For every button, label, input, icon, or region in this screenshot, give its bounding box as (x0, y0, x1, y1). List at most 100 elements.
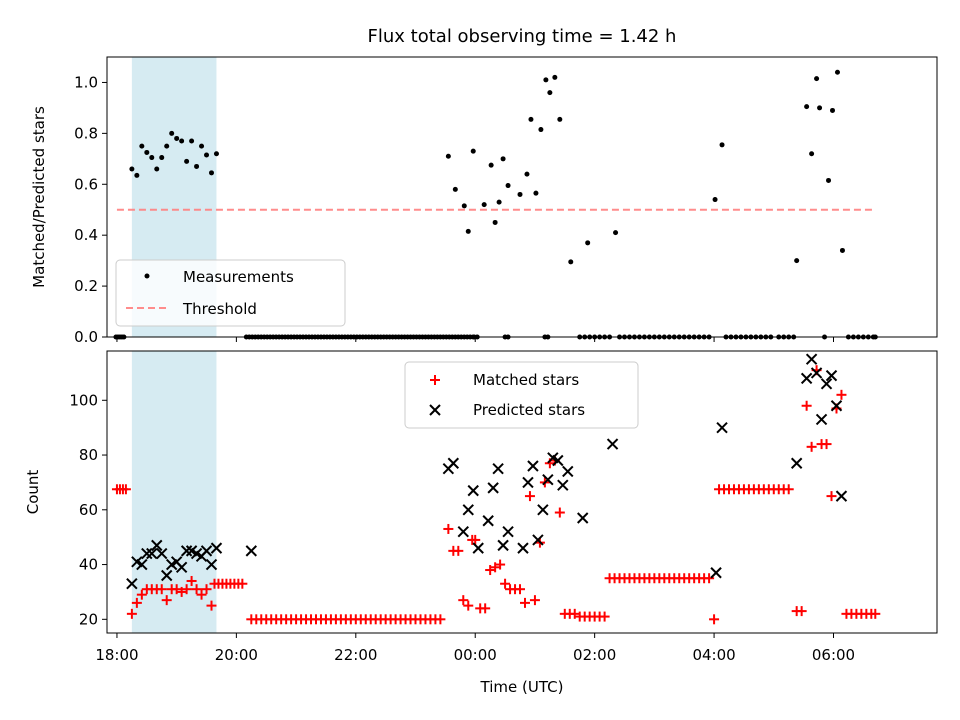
legend-measurements-label: Measurements (183, 268, 294, 286)
chart-title: Flux total observing time = 1.42 h (368, 26, 677, 47)
matched-star-point (458, 595, 469, 606)
measurement-point (585, 240, 591, 246)
measurement-point (139, 143, 145, 149)
matched-star-point (156, 584, 167, 595)
matched-star-point (796, 606, 807, 617)
matched-star-point (599, 611, 610, 622)
predicted-star-point (805, 353, 818, 365)
predicted-star-point (467, 484, 479, 497)
matched-star-point (435, 614, 446, 625)
top-legend-box (115, 259, 346, 327)
predicted-stars-points (126, 353, 848, 590)
bottom-panel: 20 40 60 80 100 18:00 20:00 22:00 00:00 02:00 04:… (24, 350, 938, 696)
top-y-axis-label: Matched/Predicted stars (30, 106, 48, 288)
legend-threshold-label: Threshold (182, 300, 257, 318)
measurement-point (517, 191, 523, 197)
measurement-point (817, 105, 823, 111)
predicted-star-point (487, 482, 499, 494)
measurement-point (481, 202, 487, 208)
measurement-point (470, 148, 476, 154)
measurement-point (154, 166, 160, 172)
matched-star-point (131, 597, 142, 608)
measurement-point (505, 183, 511, 189)
measurement-point (804, 104, 810, 110)
predicted-star-point (180, 545, 193, 557)
matched-star-point (704, 573, 715, 584)
bottom-axes-frame (106, 350, 938, 634)
x-tick-label: 20:00 (215, 646, 258, 664)
matched-star-point (519, 597, 530, 608)
predicted-star-point (146, 547, 158, 560)
measurement-point (613, 230, 619, 236)
y-tick-label: 40 (79, 556, 98, 574)
measurement-point (445, 153, 451, 159)
predicted-star-point (200, 545, 213, 557)
predicted-star-point (825, 369, 838, 382)
matched-star-point (120, 484, 131, 495)
matched-star-point (136, 589, 147, 600)
measurement-point (199, 143, 205, 149)
measurement-point (149, 155, 155, 161)
measurement-point (528, 116, 534, 122)
matched-star-point (806, 441, 817, 452)
matched-star-point (181, 584, 192, 595)
predicted-star-point (790, 457, 803, 469)
matched-star-point (515, 584, 526, 595)
predicted-star-point (457, 525, 469, 538)
bottom-y-axis-label: Count (24, 470, 42, 515)
matched-star-point (495, 559, 506, 570)
y-tick-label: 1.0 (74, 73, 98, 91)
bottom-x-ticks: 18:00 20:00 22:00 00:00 02:00 04:00 06:00 (95, 633, 855, 664)
measurement-point (129, 166, 135, 172)
measurement-point (712, 197, 718, 203)
measurement-point (189, 138, 195, 144)
y-tick-label: 100 (69, 391, 98, 409)
matched-star-point (554, 507, 565, 518)
top-y-ticks: 0.0 0.2 0.4 0.6 0.8 1.0 (74, 73, 107, 346)
measurement-point (543, 77, 549, 83)
matched-star-point (870, 608, 881, 619)
measurement-point (552, 74, 558, 80)
predicted-star-point (800, 372, 813, 385)
predicted-star-point (562, 465, 574, 478)
matched-star-point (463, 600, 474, 611)
measurement-point (496, 199, 502, 205)
matched-star-point (709, 614, 720, 625)
x-tick-label: 04:00 (692, 646, 735, 664)
predicted-star-point (820, 378, 833, 390)
predicted-star-point (532, 534, 544, 546)
predicted-star-point (482, 515, 494, 527)
predicted-star-point (245, 545, 258, 557)
predicted-star-point (810, 367, 823, 379)
measurement-point (213, 151, 219, 157)
matched-star-point (237, 578, 248, 589)
predicted-star-point (141, 547, 153, 560)
matched-star-point (443, 523, 454, 534)
matched-star-point (196, 589, 207, 600)
matched-star-point (161, 595, 172, 606)
measurement-point (834, 69, 840, 75)
measurement-point (184, 158, 190, 164)
matched-star-point (191, 584, 202, 595)
measurement-point (179, 138, 185, 144)
predicted-star-point (527, 460, 539, 472)
y-tick-label: 60 (79, 501, 98, 519)
bottom-legend-box (404, 361, 639, 429)
measurement-point (568, 259, 574, 265)
measurement-point (204, 152, 210, 158)
matched-star-point (821, 439, 832, 450)
measurement-point (144, 149, 150, 155)
matched-star-point (201, 584, 212, 595)
measurement-point (719, 142, 725, 148)
measurement-point (194, 163, 200, 169)
measurement-point (174, 135, 180, 141)
predicted-star-point (151, 539, 163, 552)
y-tick-label: 0.8 (74, 124, 98, 142)
predicted-star-point (497, 539, 509, 552)
legend-x-glyph (429, 404, 441, 416)
predicted-star-point (830, 400, 843, 412)
y-tick-label: 20 (79, 610, 98, 628)
top-legend: Measurements Threshold (115, 259, 346, 327)
matched-star-point (126, 608, 137, 619)
measurement-point (465, 228, 471, 234)
